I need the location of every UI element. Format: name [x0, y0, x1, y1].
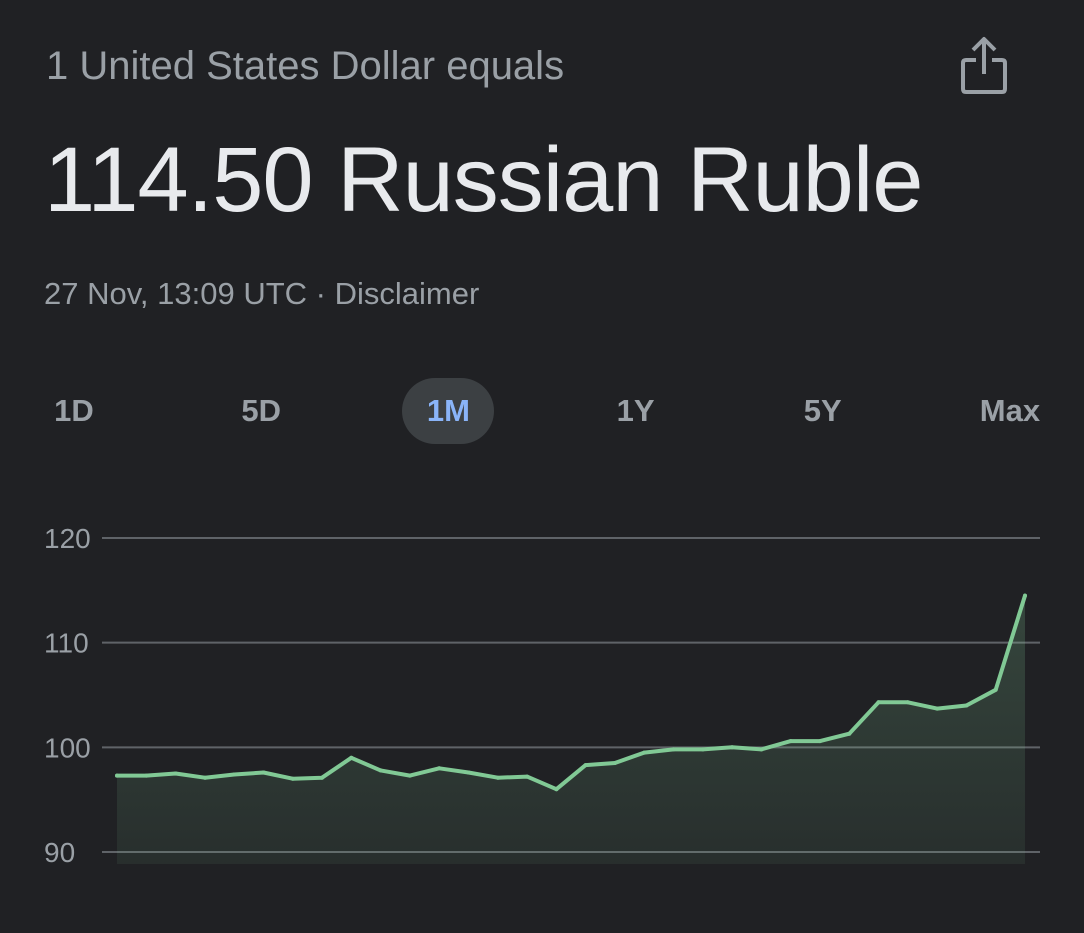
timestamp-line: 27 Nov, 13:09 UTC · Disclaimer: [44, 276, 479, 312]
timestamp: 27 Nov, 13:09 UTC: [44, 276, 308, 311]
y-tick-label: 100: [44, 732, 91, 763]
data-point-21: [730, 745, 735, 750]
data-point-26: [876, 700, 881, 705]
data-point-5: [261, 770, 266, 775]
data-point-9: [378, 768, 383, 773]
data-point-1: [144, 773, 149, 778]
y-tick-label: 90: [44, 837, 75, 868]
data-point-2: [173, 771, 178, 776]
y-tick-label: 110: [44, 628, 89, 659]
conversion-subtitle: 1 United States Dollar equals: [46, 44, 565, 88]
data-point-11: [437, 766, 442, 771]
chart-svg: 120 110 100 90: [44, 523, 1040, 868]
tab-max[interactable]: Max: [979, 393, 1041, 428]
data-point-7: [320, 775, 324, 780]
series-line: [115, 593, 1027, 792]
time-range-tabs: 1D 5D 1M 1Y 5Y Max: [28, 378, 1056, 444]
tab-1d[interactable]: 1D: [54, 393, 94, 428]
data-point-30: [993, 687, 998, 692]
tab-1m[interactable]: 1M: [402, 378, 495, 444]
data-point-25: [847, 731, 852, 736]
data-point-29: [964, 703, 969, 708]
y-tick-label: 120: [44, 523, 91, 554]
share-button[interactable]: [958, 34, 1010, 96]
data-point-3: [202, 775, 207, 780]
data-point-28: [935, 706, 940, 711]
disclaimer-link[interactable]: Disclaimer: [334, 276, 480, 311]
data-point-23: [788, 739, 793, 744]
data-point-13: [495, 775, 500, 780]
data-point-17: [612, 761, 617, 765]
data-point-31: [1023, 593, 1027, 598]
tab-1y[interactable]: 1Y: [616, 393, 655, 428]
data-point-4: [232, 772, 237, 777]
data-point-27: [905, 700, 910, 705]
tab-5y[interactable]: 5Y: [803, 393, 842, 428]
data-point-6: [290, 776, 295, 781]
series-area: [117, 595, 1025, 864]
data-point-15: [554, 787, 559, 792]
data-point-22: [759, 747, 764, 752]
data-point-14: [525, 774, 530, 779]
separator: ·: [307, 276, 335, 311]
converted-amount: 114.50 Russian Ruble: [44, 129, 923, 231]
data-point-12: [466, 770, 471, 775]
data-point-20: [700, 747, 705, 752]
data-point-19: [671, 747, 676, 752]
data-point-18: [642, 750, 647, 755]
tab-5d[interactable]: 5D: [241, 393, 281, 428]
data-point-10: [407, 773, 412, 778]
data-point-24: [818, 739, 822, 744]
share-icon: [961, 37, 1007, 94]
data-point-16: [583, 763, 588, 768]
data-point-8: [349, 755, 354, 760]
data-point-0: [115, 773, 119, 778]
exchange-rate-chart[interactable]: 120 110 100 90: [0, 500, 1084, 900]
